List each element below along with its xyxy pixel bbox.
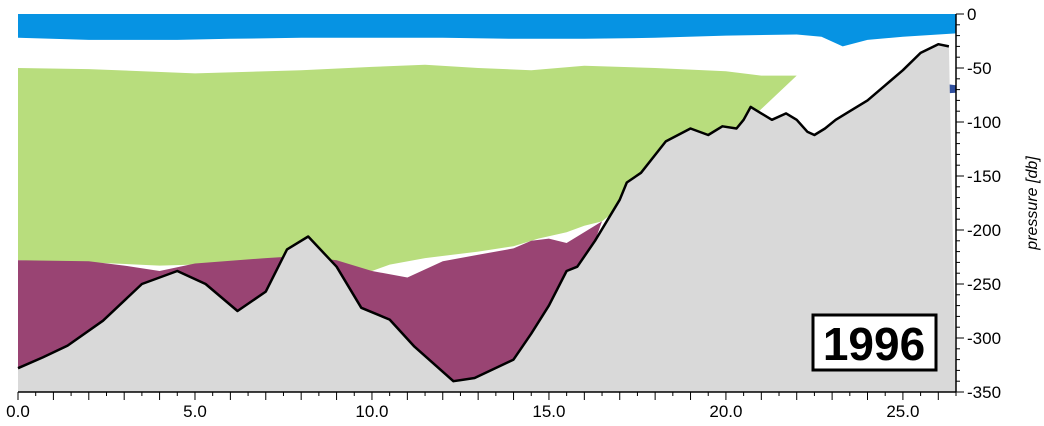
surface-layer — [18, 14, 956, 47]
x-axis-ticks: 0.0 5.0 10.0 15.0 20.0 25.0 — [6, 392, 957, 421]
y-tick-label: -50 — [967, 59, 992, 78]
year-label: 1996 — [823, 318, 925, 370]
lower-layer — [18, 221, 602, 382]
y-tick-label: -100 — [967, 113, 1001, 132]
x-tick-label: 0.0 — [6, 402, 30, 421]
y-tick-label: -250 — [967, 275, 1001, 294]
y-tick-label: -150 — [967, 167, 1001, 186]
y-tick-label: 0 — [967, 5, 976, 24]
seabed-outline — [17, 42, 950, 383]
year-badge: 1996 — [811, 313, 938, 372]
y-axis-ticks: 0 -50 -100 -150 -200 -250 -300 -350 — [956, 5, 1001, 402]
seabed-fill — [18, 44, 956, 392]
y-tick-label: -350 — [967, 383, 1001, 402]
x-tick-label: 15.0 — [532, 402, 565, 421]
upper-intermediate-layer — [18, 64, 797, 271]
x-tick-label: 25.0 — [886, 402, 919, 421]
y-tick-label: -300 — [967, 329, 1001, 348]
bottom-terrain — [17, 42, 956, 392]
x-tick-label: 10.0 — [355, 402, 388, 421]
water-mass-layers — [18, 14, 956, 382]
x-tick-label: 5.0 — [183, 402, 207, 421]
x-tick-label: 20.0 — [709, 402, 742, 421]
y-tick-label: -200 — [967, 221, 1001, 240]
axes: 0.0 5.0 10.0 15.0 20.0 25.0 0 -50 -100 -150 -200 -… — [6, 5, 1001, 421]
y-axis-title: pressure [db] — [1024, 156, 1041, 251]
